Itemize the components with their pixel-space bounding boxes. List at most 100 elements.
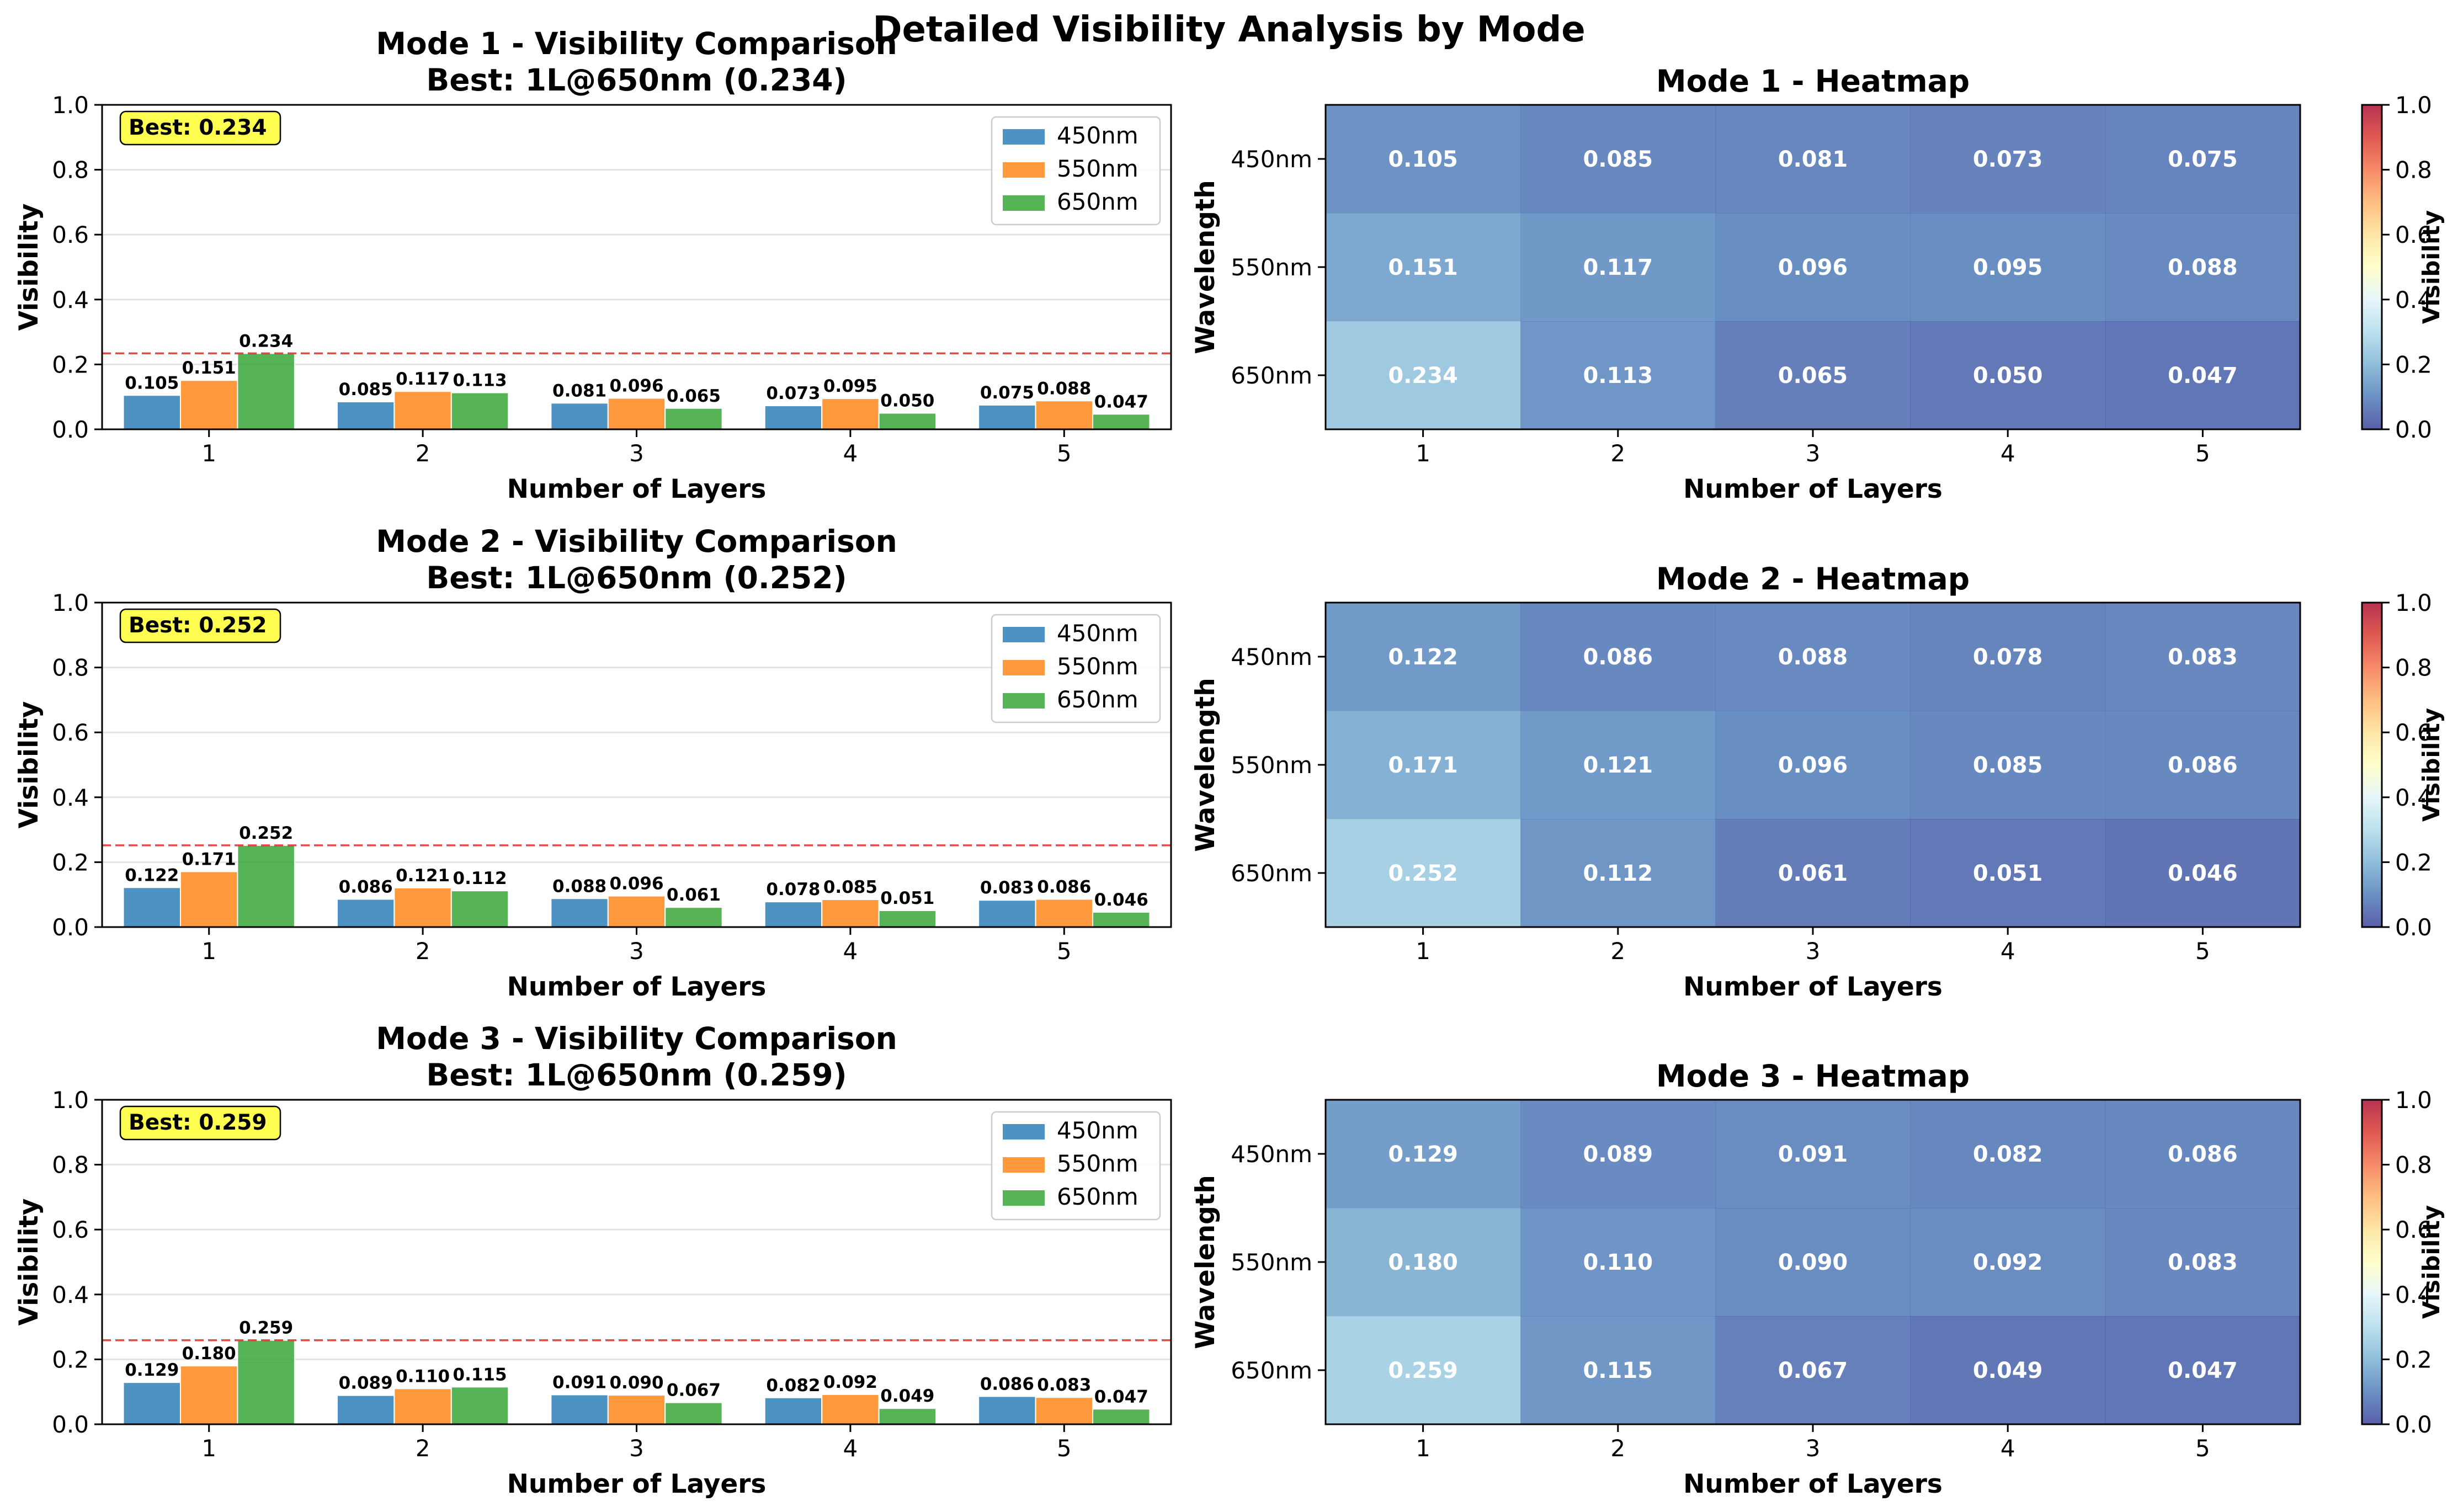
bar-value-label: 0.259 bbox=[239, 1318, 293, 1338]
y-tick-label: 0.4 bbox=[52, 1281, 89, 1308]
colorbar bbox=[2361, 601, 2383, 928]
heatmap-mode-2: 0.122 0.086 0.088 0.078 0.083 0.171 0.121 0.096… bbox=[1190, 561, 2445, 1002]
y-tick-label: 0.4 bbox=[52, 784, 89, 811]
heatmap-cell-550nm-3 bbox=[1715, 711, 1911, 819]
heatmap-cell-label: 0.110 bbox=[1583, 1250, 1653, 1275]
y-tick-label: 0.4 bbox=[52, 286, 89, 313]
bar-550nm-1 bbox=[179, 380, 238, 430]
x-tick-label: 1 bbox=[201, 440, 216, 467]
bar-value-label: 0.180 bbox=[182, 1344, 236, 1364]
heatmap-cell-550nm-3 bbox=[1715, 213, 1911, 322]
bar-value-label: 0.112 bbox=[453, 869, 507, 888]
heatmap-cell-label: 0.180 bbox=[1388, 1250, 1458, 1275]
heatmap-cell-label: 0.092 bbox=[1973, 1250, 2043, 1275]
x-tick-label: 4 bbox=[843, 440, 858, 467]
bar-650nm-3 bbox=[664, 407, 723, 430]
bar-value-label: 0.129 bbox=[125, 1360, 179, 1380]
x-tick-label: 3 bbox=[1806, 938, 1821, 965]
heatmap-cell-550nm-5 bbox=[2105, 711, 2301, 819]
heatmap-mode-3: 0.129 0.089 0.091 0.082 0.086 0.180 0.110 0.090… bbox=[1190, 1058, 2445, 1499]
bar-650nm-3 bbox=[664, 1402, 723, 1425]
bar-450nm-1 bbox=[123, 887, 181, 928]
x-tick-label: 5 bbox=[1057, 1435, 1072, 1462]
y-tick-label: 0.2 bbox=[52, 849, 89, 876]
heatmap-cell-label: 0.096 bbox=[1778, 753, 1848, 778]
colorbar-tick-label: 0.0 bbox=[2395, 416, 2432, 443]
x-tick-label: 5 bbox=[1057, 440, 1072, 467]
y-tick-label: 0.0 bbox=[52, 914, 89, 941]
x-tick-label: 3 bbox=[1806, 440, 1821, 467]
y-tick-label: 0.6 bbox=[52, 221, 89, 248]
colorbar bbox=[2361, 1099, 2383, 1425]
bar-value-label: 0.117 bbox=[396, 369, 450, 389]
bar-value-label: 0.113 bbox=[453, 371, 507, 391]
x-tick-label: 2 bbox=[416, 938, 430, 965]
y-tick-label: 0.0 bbox=[52, 1411, 89, 1438]
bar-value-label: 0.096 bbox=[609, 376, 663, 396]
y-axis-label: Wavelength bbox=[1190, 180, 1221, 354]
heatmap-cell-650nm-2 bbox=[1520, 819, 1716, 928]
heatmap-cell-label: 0.086 bbox=[2168, 1142, 2238, 1167]
bar-450nm-2 bbox=[336, 1394, 395, 1425]
colorbar-tick-label: 1.0 bbox=[2395, 1087, 2432, 1114]
colorbar-label: Visibility bbox=[2418, 1205, 2445, 1319]
chart-title: Mode 1 - Heatmap bbox=[1656, 63, 1970, 99]
x-axis-label: Number of Layers bbox=[507, 972, 767, 1002]
y-tick-label: 0.0 bbox=[52, 416, 89, 443]
bar-550nm-4 bbox=[821, 899, 880, 928]
bar-650nm-2 bbox=[450, 890, 509, 928]
bar-value-label: 0.105 bbox=[125, 373, 179, 393]
bar-chart-mode-2: 0.00.20.40.60.81.00.1220.1710.25210.0860… bbox=[14, 524, 1172, 1002]
bar-550nm-2 bbox=[393, 391, 452, 430]
heatmap-cell-label: 0.252 bbox=[1388, 861, 1458, 886]
heatmap-cell-label: 0.081 bbox=[1778, 147, 1848, 172]
heatmap-cell-label: 0.105 bbox=[1388, 147, 1458, 172]
heatmap-cell-450nm-3 bbox=[1715, 603, 1911, 711]
x-tick-label: 1 bbox=[1416, 1435, 1430, 1462]
bar-650nm-4 bbox=[878, 412, 937, 430]
colorbar-tick-label: 0.2 bbox=[2395, 849, 2432, 876]
heatmap-cell-450nm-1 bbox=[1326, 1100, 1521, 1208]
bar-550nm-3 bbox=[607, 1394, 666, 1425]
bar-550nm-3 bbox=[607, 397, 666, 430]
colorbar-tick-label: 0.2 bbox=[2395, 351, 2432, 378]
y-tick-label: 450nm bbox=[1231, 643, 1312, 670]
legend-label: 650nm bbox=[1057, 188, 1138, 215]
x-tick-label: 5 bbox=[1057, 938, 1072, 965]
bar-550nm-3 bbox=[607, 895, 666, 928]
heatmap-cell-650nm-2 bbox=[1520, 1316, 1716, 1425]
colorbar-tick-label: 0.6 bbox=[2395, 221, 2432, 248]
bar-650nm-1 bbox=[237, 353, 295, 430]
bar-value-label: 0.234 bbox=[239, 331, 293, 351]
bar-450nm-3 bbox=[550, 898, 609, 928]
heatmap-cell-650nm-3 bbox=[1715, 819, 1911, 928]
bar-650nm-2 bbox=[450, 392, 509, 430]
bar-value-label: 0.086 bbox=[1037, 877, 1091, 897]
best-annotation-box bbox=[119, 110, 281, 146]
chart-subtitle: Best: 1L@650nm (0.252) bbox=[426, 560, 847, 595]
colorbar-tick-label: 0.4 bbox=[2395, 286, 2432, 313]
y-axis-label: Visibility bbox=[14, 1199, 44, 1326]
bar-650nm-5 bbox=[1092, 1408, 1151, 1425]
heatmap-cell-label: 0.073 bbox=[1973, 147, 2043, 172]
y-tick-label: 1.0 bbox=[52, 589, 89, 616]
y-tick-label: 0.2 bbox=[52, 351, 89, 378]
bar-value-label: 0.078 bbox=[766, 880, 820, 899]
bar-value-label: 0.171 bbox=[182, 849, 236, 869]
heatmap-cell-550nm-5 bbox=[2105, 213, 2301, 322]
x-tick-label: 2 bbox=[416, 1435, 430, 1462]
legend-label: 450nm bbox=[1057, 122, 1138, 149]
bar-value-label: 0.088 bbox=[552, 876, 606, 896]
chart-title: Mode 1 - Visibility Comparison bbox=[376, 26, 897, 61]
bar-550nm-5 bbox=[1035, 898, 1094, 928]
bar-650nm-3 bbox=[664, 907, 723, 928]
bar-550nm-4 bbox=[821, 398, 880, 430]
heatmap-cell-label: 0.117 bbox=[1583, 255, 1653, 280]
heatmap-cell-550nm-2 bbox=[1520, 1208, 1716, 1317]
heatmap-cell-650nm-1 bbox=[1326, 1316, 1521, 1425]
bar-550nm-1 bbox=[179, 871, 238, 928]
legend-swatch bbox=[1003, 129, 1045, 145]
bar-value-label: 0.049 bbox=[880, 1386, 934, 1406]
y-tick-label: 550nm bbox=[1231, 1249, 1312, 1276]
heatmap-cell-label: 0.049 bbox=[1973, 1358, 2043, 1383]
